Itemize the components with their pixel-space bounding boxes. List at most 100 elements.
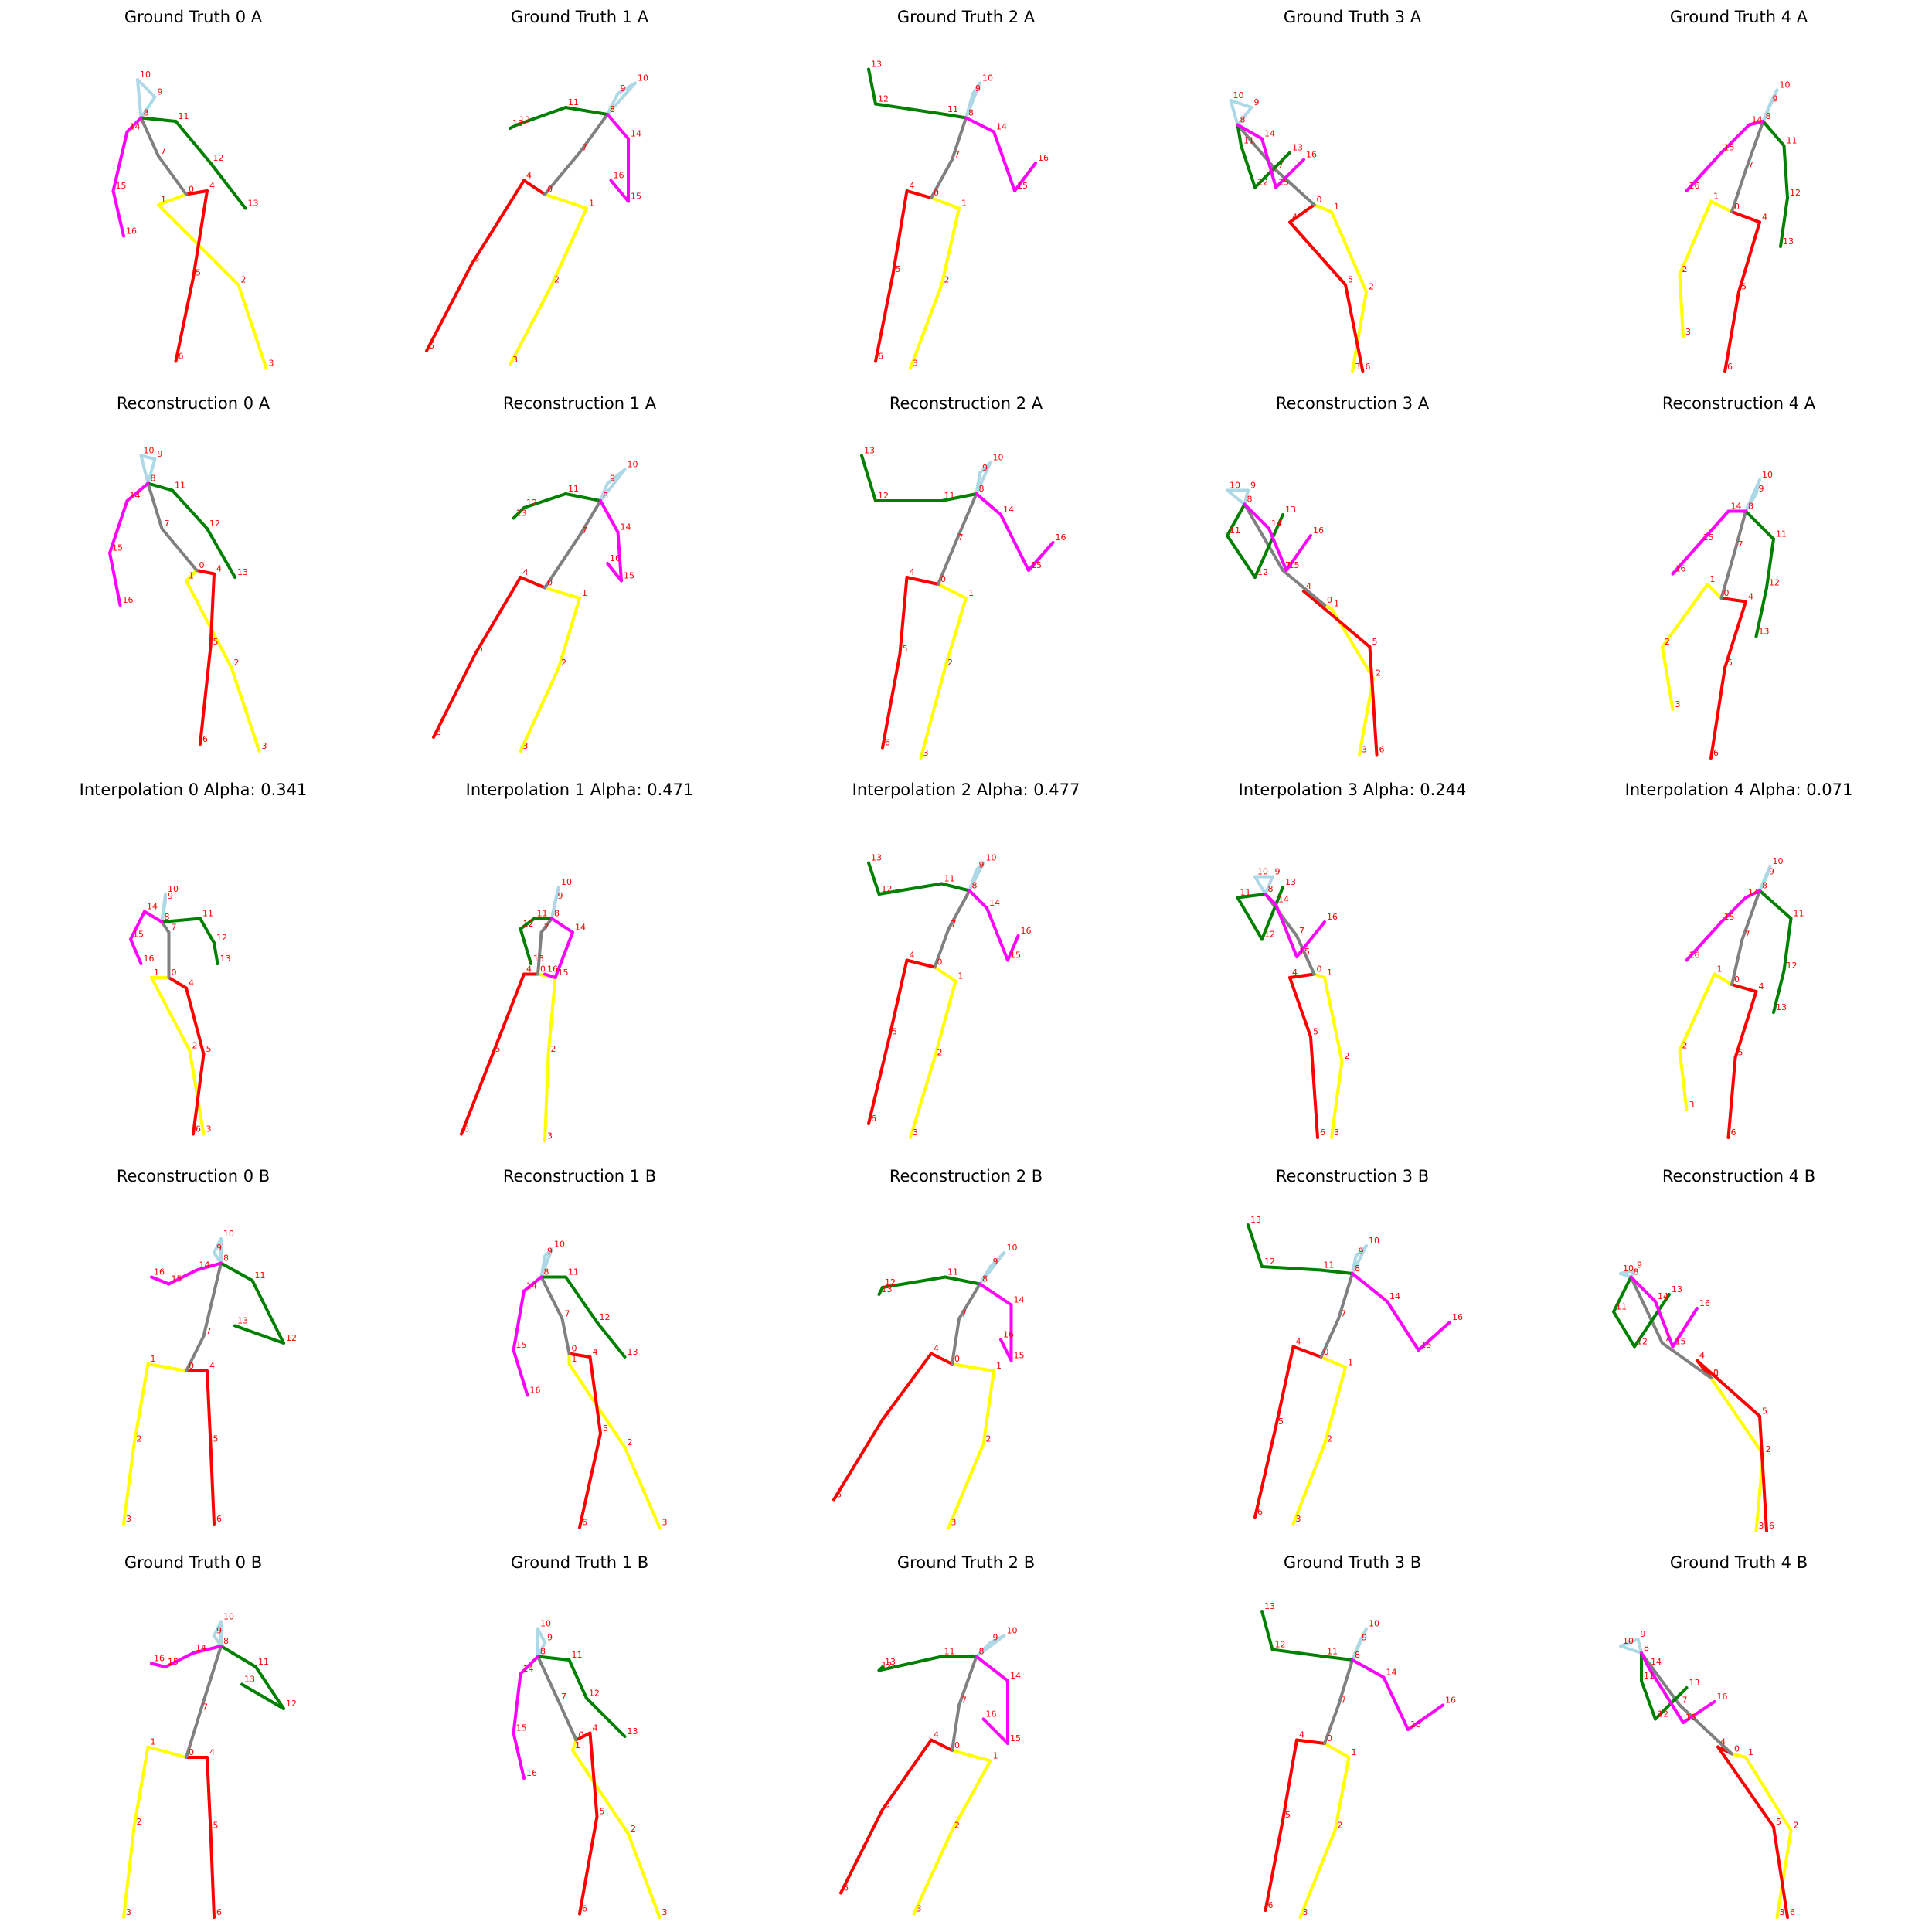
bone-head [1264,875,1274,896]
joint-label: 16 [1445,1696,1456,1706]
bone-left-leg [1368,645,1379,757]
bone-right-leg [1661,583,1709,648]
joint-label: 14 [130,122,141,132]
bone-left-leg [888,958,909,1039]
bone-right-leg [1709,1376,1765,1456]
bone-left-leg [1730,983,1758,993]
joint-label: 11 [944,1647,955,1657]
joint-label: 3 [923,748,929,758]
joint-label: 6 [464,1124,469,1134]
joint-label: 4 [910,181,915,191]
bone-left-leg [470,179,526,266]
bone-spine [1678,1703,1733,1756]
bone-right-arm [1671,1307,1699,1349]
bone-right-arm [512,1349,529,1397]
joint-label: 6 [885,738,890,748]
joint-label: 12 [526,498,537,508]
pose-panel: Ground Truth 1 B 0 1 2 3 4 5 6 7 8 9 10 11 12 13 14 15 16 [386,1546,773,1932]
panel-title: Reconstruction 3 B [1275,1167,1430,1185]
joint-label: 8 [1644,1643,1649,1653]
joint-label: 1 [958,971,964,981]
bone-spine [146,481,164,530]
pose-panel: Reconstruction 0 B 0 1 2 3 4 5 6 7 8 9 10 11 12 13 14 15… [0,1159,386,1546]
bone-left-leg [905,576,940,586]
joint-label: 6 [1790,1907,1795,1917]
bone-right-arm [1382,1675,1410,1731]
bone-right-leg [1358,676,1375,757]
joint-label: 2 [137,1434,142,1444]
joint-label: 5 [495,1044,501,1054]
bone-right-arm [1406,1703,1444,1731]
joint-label: 12 [519,115,530,125]
bone-left-arm [519,927,532,965]
joint-label: 4 [189,978,194,988]
joint-label: 14 [1014,1295,1025,1305]
bone-left-arm [1633,1293,1671,1349]
bone-left-arm [867,67,877,106]
joint-label: 5 [1738,1048,1743,1058]
bone-left-leg [874,273,895,363]
bone-spine [954,492,978,544]
bone-right-arm [1351,1272,1389,1303]
joint-label: 6 [1727,362,1733,372]
bone-right-arm [111,130,129,192]
joint-label: 0 [1324,1347,1329,1357]
bone-left-arm [1236,893,1267,900]
bone-right-leg [150,976,192,1053]
joint-label: 14 [130,491,141,501]
joint-label: 11 [1240,888,1251,898]
joint-label: 8 [165,912,170,922]
bone-left-leg [930,1352,954,1366]
pose-panel: Interpolation 3 Alpha: 0.244 0 1 2 3 4 5 6 7 8 9 10… [1159,773,1546,1159]
bone-left-arm [206,527,236,579]
bone-right-arm [975,492,1002,516]
joint-label: 3 [913,359,918,369]
bone-left-leg [891,189,909,276]
bone-left-leg [199,645,213,746]
bone-right-leg [1709,199,1733,213]
joint-label: 16 [123,595,134,605]
panel-title: Interpolation 3 Alpha: 0.244 [1238,781,1467,799]
panel-title: Reconstruction 1 A [502,394,657,413]
bone-left-arm [1260,886,1284,941]
joint-label: 14 [1748,888,1759,898]
joint-label: 4 [910,567,915,577]
joint-label: 16 [1003,1330,1014,1340]
joint-label: 1 [996,1361,1002,1371]
joint-label: 12 [286,1699,297,1709]
panel-title: Ground Truth 0 B [124,1553,263,1572]
joint-label: 14 [621,522,631,532]
joint-label: 1 [1748,1747,1753,1757]
bone-right-leg [1298,1828,1337,1919]
joint-label: 10 [1369,1236,1379,1246]
bone-left-arm [1247,1223,1264,1268]
joint-label: 13 [220,954,231,964]
joint-label: 6 [216,1514,222,1524]
joint-label: 7 [202,1702,208,1713]
bone-right-arm [143,910,164,923]
joint-label: 16 [530,1386,541,1396]
bone-right-arm [981,1717,1009,1745]
joint-label: 2 [937,1048,943,1058]
bone-right-leg [230,666,261,753]
bone-left-arm [1323,1655,1354,1662]
joint-label: 9 [547,1247,553,1257]
joint-label: 2 [1376,668,1381,679]
bone-head [1758,865,1772,893]
joint-label: 7 [561,1692,566,1702]
joint-label: 4 [1720,1737,1726,1747]
joint-label: 1 [151,1354,156,1364]
joint-label: 13 [1285,877,1296,887]
joint-label: 7 [1665,1333,1670,1343]
joint-label: 11 [947,1267,958,1277]
joint-label: 12 [878,491,889,501]
panel-title: Ground Truth 1 A [510,8,649,26]
joint-label: 9 [1773,94,1778,104]
joint-label: 8 [979,1647,985,1657]
joint-label: 6 [843,1883,849,1893]
